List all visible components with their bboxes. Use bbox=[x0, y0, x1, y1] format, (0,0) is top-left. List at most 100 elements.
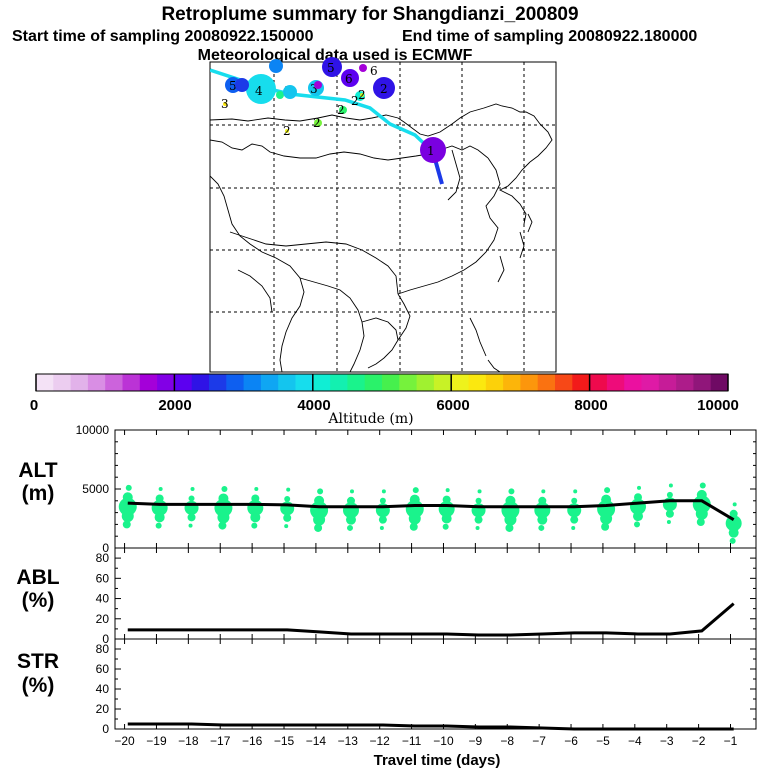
start-time-text: Start time of sampling 20080922.150000 bbox=[12, 28, 314, 45]
y-tick-label: 80 bbox=[96, 551, 110, 565]
colorbar-swatch bbox=[451, 374, 469, 391]
colorbar-swatch bbox=[399, 374, 417, 391]
met-data-text: Meteorological data used is ECMWF bbox=[198, 47, 473, 64]
alt-scatter-point bbox=[313, 513, 326, 526]
alt-scatter-point bbox=[665, 509, 674, 518]
colorbar-swatch bbox=[364, 374, 383, 391]
map-marker bbox=[359, 64, 367, 72]
alt-scatter-point bbox=[573, 489, 578, 494]
alt-scatter-point bbox=[728, 527, 739, 538]
y-tick-label: 60 bbox=[96, 662, 110, 676]
alt-scatter-point bbox=[317, 488, 324, 495]
map-marker-label: 5 bbox=[229, 79, 237, 93]
map-marker bbox=[373, 77, 395, 99]
alt-scatter-point bbox=[122, 492, 133, 503]
x-tick-label: −3 bbox=[660, 734, 674, 748]
colorbar-swatch bbox=[105, 374, 123, 391]
alt-scatter-point bbox=[633, 511, 644, 522]
alt-scatter-point bbox=[218, 493, 229, 504]
alt-scatter-point bbox=[155, 494, 164, 503]
abl-yunit: (%) bbox=[22, 589, 55, 612]
alt-scatter-point bbox=[122, 520, 131, 529]
x-tick-label: −1 bbox=[724, 734, 738, 748]
figure-title: Retroplume summary for Shangdianzi_20080… bbox=[161, 4, 578, 25]
alt-scatter-point bbox=[732, 502, 737, 507]
alt-scatter-point bbox=[190, 487, 195, 491]
abl-ylabel: ABL bbox=[16, 566, 59, 589]
alt-scatter-point bbox=[121, 510, 134, 523]
x-tick-label: −8 bbox=[500, 734, 514, 748]
colorbar-tick-10000: 10000 bbox=[697, 397, 739, 414]
alt-scatter-point bbox=[538, 496, 547, 505]
alt-scatter-point bbox=[154, 512, 165, 523]
map-marker bbox=[322, 57, 342, 77]
alt-scatter-point bbox=[505, 523, 514, 532]
alt-scatter-point bbox=[442, 495, 451, 504]
x-tick-label: −9 bbox=[469, 734, 483, 748]
x-tick-label: −20 bbox=[114, 734, 135, 748]
colorbar-tick-2000: 2000 bbox=[158, 397, 191, 414]
alt-scatter-point bbox=[699, 482, 706, 489]
alt-scatter-point bbox=[570, 515, 579, 524]
alt-scatter-point bbox=[188, 523, 193, 528]
map-marker bbox=[314, 119, 322, 127]
map-marker bbox=[285, 129, 289, 133]
alt-scatter-point bbox=[634, 493, 643, 502]
colorbar-tick-8000: 8000 bbox=[574, 397, 607, 414]
alt-scatter-point bbox=[477, 489, 482, 494]
x-tick-label: −12 bbox=[370, 734, 391, 748]
alt-yunit: (m) bbox=[22, 482, 55, 505]
colorbar-swatch bbox=[710, 374, 729, 391]
colorbar-swatch bbox=[191, 374, 210, 391]
altitude-colorbar bbox=[35, 373, 729, 392]
map-marker bbox=[223, 102, 227, 106]
colorbar-swatch bbox=[572, 374, 590, 391]
colorbar-swatch bbox=[122, 374, 141, 391]
str-line bbox=[127, 722, 734, 731]
colorbar-swatch bbox=[382, 374, 400, 391]
x-tick-label: −15 bbox=[274, 734, 295, 748]
colorbar-swatch bbox=[36, 374, 54, 391]
map-markers: 1 2 2 2 2 2 2 3 3 3 4 5 5 bbox=[221, 57, 446, 163]
y-tick-label: 20 bbox=[96, 612, 110, 626]
alt-scatter-point bbox=[379, 525, 384, 530]
map-panel: 1 2 2 2 2 2 2 3 3 3 4 5 5 bbox=[209, 57, 557, 373]
alt-scatter-point bbox=[637, 485, 642, 490]
alt-scatter-point bbox=[442, 523, 449, 530]
alt-scatter-point bbox=[666, 491, 673, 498]
colorbar-swatch bbox=[209, 374, 227, 391]
abl-line bbox=[127, 602, 735, 637]
alt-scatter-point bbox=[725, 515, 742, 532]
alt-scatter-point bbox=[600, 512, 613, 525]
y-tick-label: 10000 bbox=[76, 423, 110, 437]
alt-scatter-point bbox=[571, 497, 578, 504]
map-marker-label: 2 bbox=[283, 124, 291, 138]
map-marker-label: 5 bbox=[327, 61, 335, 75]
colorbar-swatch bbox=[503, 374, 521, 391]
colorbar-tick-6000: 6000 bbox=[436, 397, 469, 414]
colorbar-swatch bbox=[555, 374, 573, 391]
map-marker bbox=[339, 106, 347, 114]
y-tick-label: 0 bbox=[102, 541, 109, 555]
alt-scatter-point bbox=[286, 487, 291, 492]
alt-scatter-point bbox=[346, 496, 355, 505]
alt-scatter-point bbox=[696, 489, 707, 500]
map-frame bbox=[209, 61, 557, 373]
colorbar-swatch bbox=[157, 374, 175, 391]
alt-scatter-point bbox=[601, 494, 612, 505]
alt-ylabel: ALT bbox=[18, 459, 57, 482]
x-tick-label: −19 bbox=[146, 734, 167, 748]
map-boundaries bbox=[210, 103, 553, 372]
x-tick-label: −10 bbox=[433, 734, 454, 748]
alt-scatter-point bbox=[283, 513, 292, 522]
x-tick-label: −17 bbox=[210, 734, 231, 748]
y-tick-label: 60 bbox=[96, 571, 110, 585]
alt-scatter-point bbox=[155, 522, 162, 529]
alt-scatter-point bbox=[345, 514, 356, 525]
x-tick-label: −6 bbox=[564, 734, 578, 748]
map-marker bbox=[283, 85, 297, 99]
alt-scatter-point bbox=[314, 495, 325, 506]
alt-scatter-point bbox=[729, 537, 736, 544]
